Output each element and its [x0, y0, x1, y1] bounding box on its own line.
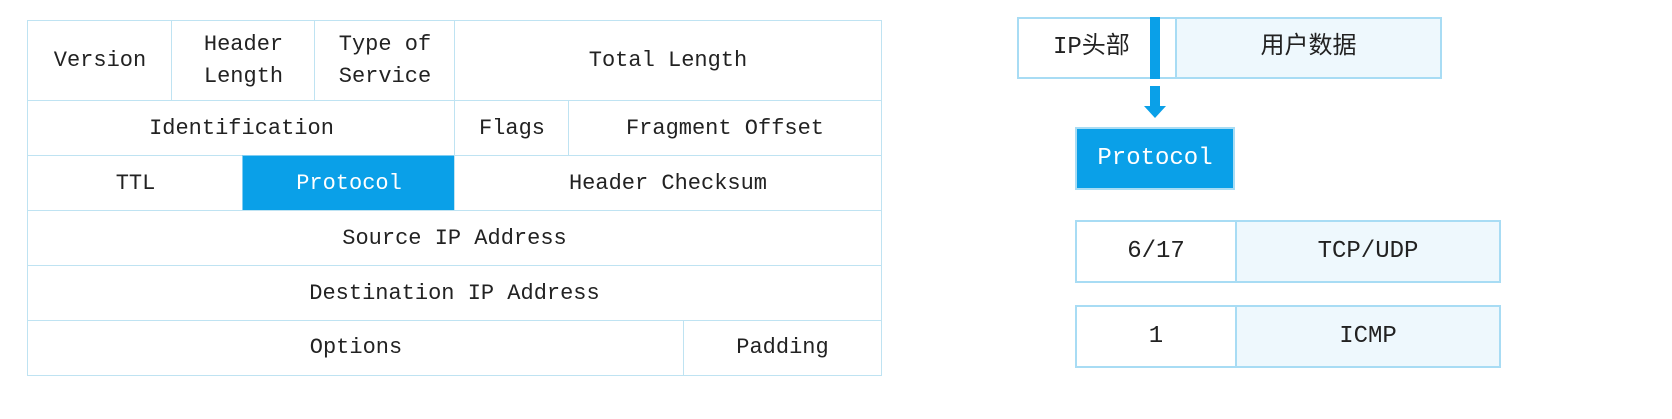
field-padding: Padding — [683, 320, 882, 376]
field-source-ip: Source IP Address — [27, 210, 882, 267]
field-total-length: Total Length — [454, 20, 882, 102]
arrow-down-icon — [1144, 86, 1166, 120]
field-header-checksum: Header Checksum — [454, 155, 882, 212]
mapping-protocol: TCP/UDP — [1235, 220, 1501, 283]
mapping-value: 6/17 — [1075, 220, 1237, 283]
protocol-marker — [1150, 17, 1160, 79]
field-identification: Identification — [27, 100, 456, 157]
mapping-value: 1 — [1075, 305, 1237, 368]
field-version: Version — [27, 20, 173, 102]
protocol-box: Protocol — [1075, 127, 1235, 190]
field-header-length: Header Length — [171, 20, 316, 102]
field-destination-ip: Destination IP Address — [27, 265, 882, 322]
field-protocol: Protocol — [242, 155, 456, 212]
field-fragment-offset: Fragment Offset — [568, 100, 882, 157]
packet-data: 用户数据 — [1175, 17, 1442, 79]
field-options: Options — [27, 320, 685, 376]
field-flags: Flags — [454, 100, 570, 157]
field-type-of-service: Type of Service — [314, 20, 456, 102]
mapping-protocol: ICMP — [1235, 305, 1501, 368]
field-ttl: TTL — [27, 155, 244, 212]
